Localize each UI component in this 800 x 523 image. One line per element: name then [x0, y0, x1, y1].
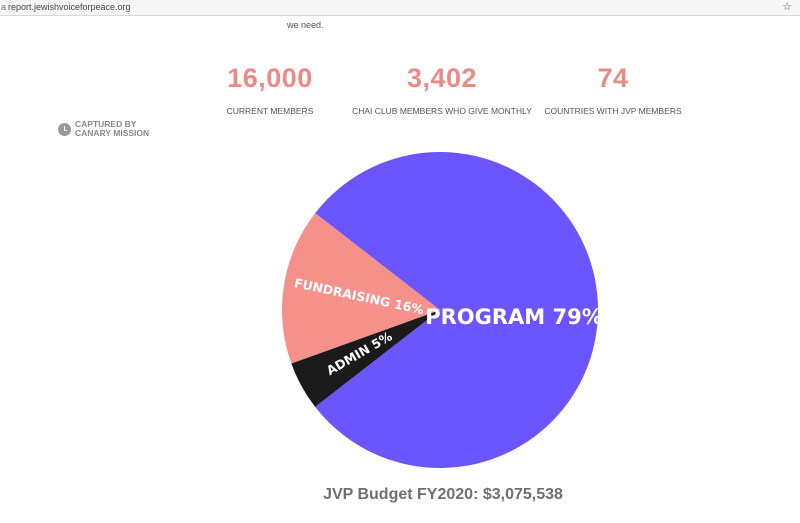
stat-chai-club: 3,402 CHAI CLUB MEMBERS WHO GIVE MONTHLY	[342, 62, 542, 116]
budget-pie-chart: PROGRAM 79%ADMIN 5%FUNDRAISING 16%	[282, 152, 600, 469]
clock-icon	[58, 122, 71, 136]
chart-title: JVP Budget FY2020: $3,075,538	[323, 486, 563, 503]
stat-countries: 74 COUNTRIES WITH JVP MEMBERS	[513, 62, 713, 116]
browser-lead-glyph: a	[1, 2, 7, 12]
url-text[interactable]: report.jewishvoiceforpeace.org	[8, 2, 131, 12]
stat-label: COUNTRIES WITH JVP MEMBERS	[544, 106, 682, 116]
browser-address-bar[interactable]: a report.jewishvoiceforpeace.org ☆	[0, 0, 800, 16]
stat-label: CHAI CLUB MEMBERS WHO GIVE MONTHLY	[352, 106, 532, 116]
intro-text: we need.	[287, 20, 324, 30]
stat-current-members: 16,000 CURRENT MEMBERS	[170, 62, 370, 116]
pie-slice-fundraising	[282, 213, 440, 364]
pie-slice-program	[315, 152, 598, 469]
pie-label-program: PROGRAM 79%	[425, 305, 600, 329]
stat-value: 3,402	[406, 63, 478, 93]
star-icon[interactable]: ☆	[782, 1, 792, 13]
stat-value: 74	[597, 63, 629, 93]
stamp-line-1: CAPTURED BY	[75, 119, 137, 129]
stat-value: 16,000	[227, 63, 313, 93]
canary-mission-stamp: CAPTURED BY CANARY MISSION	[58, 120, 149, 138]
stat-label: CURRENT MEMBERS	[226, 106, 314, 116]
stamp-line-2: CANARY MISSION	[75, 128, 150, 138]
pie-slice-admin	[291, 310, 440, 407]
